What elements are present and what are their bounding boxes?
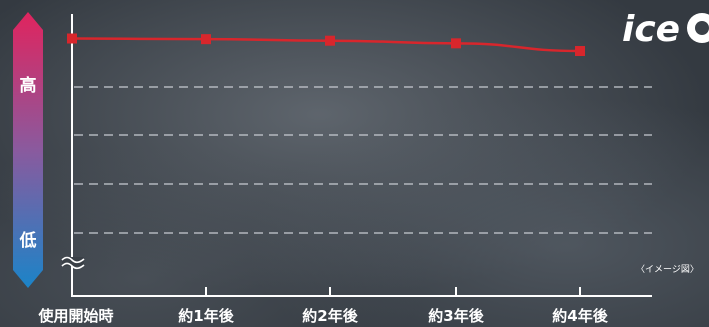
axes [61, 14, 652, 297]
data-series [67, 33, 585, 57]
level-scale-bar [13, 12, 43, 288]
y-axis-break-icon [61, 256, 85, 270]
x-tick-label: 約2年後 [302, 307, 358, 325]
image-note: 〈イメージ図〉 [636, 264, 699, 275]
data-point-marker [201, 34, 211, 45]
data-point-marker [575, 46, 585, 57]
logo-mark-inner [695, 21, 709, 35]
data-point-marker [325, 35, 335, 46]
x-tick-label: 約1年後 [178, 307, 234, 325]
high-label: 高 [20, 75, 37, 96]
x-tick-label: 約3年後 [428, 307, 484, 325]
x-axis-ticks: 使用開始時 約1年後 約2年後 約3年後 約4年後 [37, 287, 609, 325]
brand-logo: ice [622, 9, 709, 50]
low-label: 低 [19, 230, 37, 251]
x-tick-label: 約4年後 [552, 307, 608, 325]
x-tick-label: 使用開始時 [37, 307, 113, 325]
level-scale: 高 低 [13, 12, 43, 288]
gridlines [74, 86, 652, 234]
data-point-marker [451, 38, 461, 49]
logo-text: ice [622, 9, 680, 50]
data-point-marker [67, 33, 77, 44]
